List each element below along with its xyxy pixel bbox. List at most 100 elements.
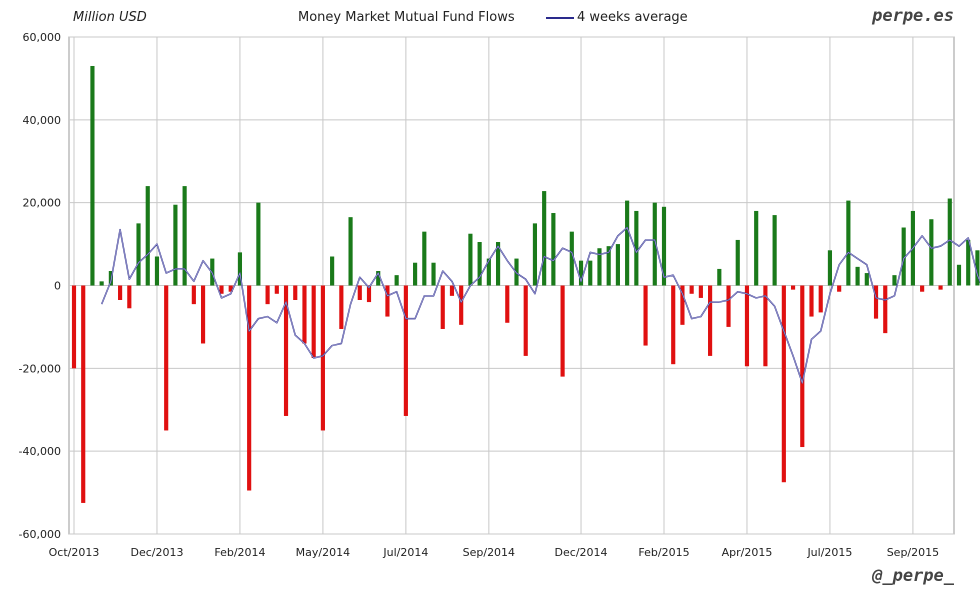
- flow-bar: [920, 285, 925, 292]
- flow-bar: [449, 285, 455, 296]
- x-axis-tick-labels: Oct/2013 Dec/2013 Feb/2014 May/2014 Jul/2014…: [49, 546, 939, 559]
- x-tick-label: Jul/2015: [806, 546, 852, 559]
- y-tick-label: 60,000: [23, 31, 62, 44]
- flow-bar: [505, 285, 510, 323]
- flow-bar: [394, 275, 399, 286]
- flow-bar: [661, 206, 667, 286]
- flow-bar: [680, 285, 685, 325]
- y-tick-label: -40,000: [19, 445, 61, 458]
- flow-bar: [864, 273, 869, 286]
- flow-bar: [330, 256, 335, 286]
- flow-bar: [182, 186, 187, 286]
- average-line-highlight: [101, 226, 980, 384]
- flow-bar: [532, 223, 538, 286]
- flow-bar: [228, 285, 233, 292]
- flow-bar: [827, 250, 833, 286]
- flow-bar: [689, 285, 694, 294]
- flow-bar: [790, 285, 796, 290]
- flow-bar: [385, 285, 390, 317]
- flow-bar: [698, 285, 703, 298]
- flow-bar: [625, 200, 630, 286]
- flow-bar: [578, 260, 584, 286]
- flow-bar: [634, 210, 639, 286]
- flow-bar: [154, 256, 160, 286]
- flow-bar: [883, 285, 888, 334]
- flow-bar: [855, 266, 860, 286]
- flow-bar: [551, 213, 556, 286]
- flow-bar: [320, 285, 325, 431]
- flow-bar: [247, 285, 252, 491]
- flow-bar: [293, 285, 298, 300]
- flow-bar: [164, 285, 169, 431]
- flow-bar: [938, 285, 943, 290]
- flow-bar: [966, 239, 971, 286]
- flow-bar: [311, 285, 316, 358]
- flow-bar: [818, 285, 823, 313]
- flow-bar: [256, 202, 261, 286]
- flow-bar: [708, 285, 713, 356]
- flow-bar: [191, 285, 196, 305]
- flow-bar: [440, 285, 445, 329]
- flow-bar: [873, 285, 879, 319]
- flow-bar: [892, 275, 897, 286]
- y-tick-label: -20,000: [19, 362, 61, 375]
- flow-bar: [403, 285, 408, 416]
- flow-bar: [136, 223, 141, 286]
- flow-bars: [71, 65, 980, 503]
- flow-bar: [348, 217, 353, 286]
- flow-bar: [118, 285, 123, 300]
- flow-bar: [523, 285, 528, 356]
- flow-bar: [366, 285, 372, 303]
- y-tick-label: 0: [54, 280, 61, 293]
- flow-bar: [652, 202, 657, 286]
- flow-bar: [357, 285, 362, 300]
- flow-bar: [901, 227, 906, 286]
- flow-bar: [588, 260, 593, 286]
- x-tick-label: Sep/2015: [887, 546, 939, 559]
- flow-bar: [754, 210, 759, 286]
- flow-bar: [744, 285, 750, 367]
- flow-bar: [495, 242, 501, 286]
- flow-bar: [431, 262, 436, 286]
- flow-bar: [542, 191, 547, 286]
- flow-bar: [145, 186, 150, 286]
- unit-label: Million USD: [73, 10, 147, 25]
- flow-bar: [671, 285, 676, 365]
- x-tick-label: Feb/2015: [638, 546, 689, 559]
- flow-bar: [837, 285, 842, 292]
- brand-logo: perpe.es: [872, 6, 954, 26]
- x-tick-label: Jul/2014: [382, 546, 428, 559]
- x-tick-label: Dec/2013: [130, 546, 183, 559]
- flow-bar: [717, 268, 722, 286]
- x-tick-label: May/2014: [296, 546, 350, 559]
- flow-bar: [468, 233, 473, 286]
- x-tick-label: Dec/2014: [555, 546, 608, 559]
- flow-bar: [71, 285, 77, 369]
- legend-label: 4 weeks average: [577, 10, 688, 25]
- flow-bar: [846, 200, 851, 286]
- flow-bar: [127, 285, 132, 309]
- flow-bar: [413, 262, 418, 286]
- flow-bar: [800, 285, 805, 448]
- flow-bar: [219, 285, 224, 294]
- x-tick-label: Feb/2014: [214, 546, 265, 559]
- flow-bar: [643, 285, 648, 346]
- flow-bar: [99, 281, 104, 286]
- flow-bar: [459, 285, 464, 325]
- flow-bar: [781, 285, 786, 483]
- flow-bar: [975, 250, 980, 286]
- x-tick-label: Oct/2013: [49, 546, 100, 559]
- y-tick-label: -60,000: [19, 528, 61, 541]
- flow-bar: [422, 231, 427, 286]
- flow-bar: [339, 285, 344, 329]
- flow-bar: [302, 285, 307, 344]
- flow-bar: [265, 285, 270, 305]
- flow-bar: [726, 285, 731, 327]
- flow-bar: [173, 204, 178, 286]
- chart-title: Money Market Mutual Fund Flows: [298, 10, 515, 25]
- flow-bar: [569, 231, 574, 286]
- flow-bar: [237, 252, 243, 286]
- x-tick-label: Apr/2015: [722, 546, 773, 559]
- flow-bar: [772, 215, 777, 286]
- flow-bar: [283, 285, 289, 416]
